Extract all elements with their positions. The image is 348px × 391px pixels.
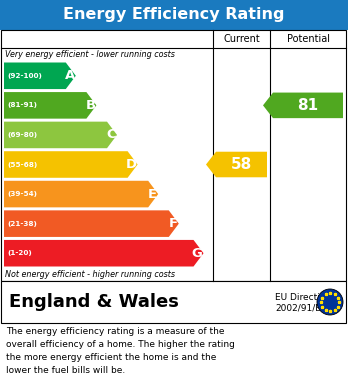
Text: Current: Current: [223, 34, 260, 44]
Polygon shape: [4, 63, 76, 89]
Polygon shape: [4, 181, 158, 207]
Text: D: D: [126, 158, 137, 171]
Text: (92-100): (92-100): [7, 73, 42, 79]
Text: Very energy efficient - lower running costs: Very energy efficient - lower running co…: [5, 50, 175, 59]
Text: (39-54): (39-54): [7, 191, 37, 197]
Text: (81-91): (81-91): [7, 102, 37, 108]
Polygon shape: [4, 210, 179, 237]
Circle shape: [317, 289, 343, 315]
Polygon shape: [263, 93, 343, 118]
Text: 58: 58: [231, 157, 252, 172]
Text: Energy Efficiency Rating: Energy Efficiency Rating: [63, 7, 285, 23]
Text: England & Wales: England & Wales: [9, 293, 179, 311]
Text: The energy efficiency rating is a measure of the
overall efficiency of a home. T: The energy efficiency rating is a measur…: [6, 327, 235, 375]
Text: A: A: [64, 69, 75, 82]
Text: (69-80): (69-80): [7, 132, 37, 138]
Bar: [1, 30, 346, 281]
Bar: [0, 0, 348, 30]
Text: (21-38): (21-38): [7, 221, 37, 227]
Polygon shape: [4, 151, 137, 178]
Text: Not energy efficient - higher running costs: Not energy efficient - higher running co…: [5, 270, 175, 279]
Bar: [1, 281, 346, 323]
Text: E: E: [148, 188, 157, 201]
Polygon shape: [4, 122, 117, 148]
Text: B: B: [85, 99, 95, 112]
Text: F: F: [169, 217, 178, 230]
Text: C: C: [106, 128, 116, 142]
Polygon shape: [4, 92, 96, 118]
Text: 2002/91/EC: 2002/91/EC: [275, 303, 327, 312]
Polygon shape: [4, 240, 204, 267]
Text: (1-20): (1-20): [7, 250, 32, 256]
Text: EU Directive: EU Directive: [275, 292, 331, 301]
Text: Potential: Potential: [286, 34, 330, 44]
Text: (55-68): (55-68): [7, 161, 37, 167]
Polygon shape: [206, 152, 267, 177]
Text: G: G: [192, 247, 203, 260]
Text: 81: 81: [298, 98, 318, 113]
